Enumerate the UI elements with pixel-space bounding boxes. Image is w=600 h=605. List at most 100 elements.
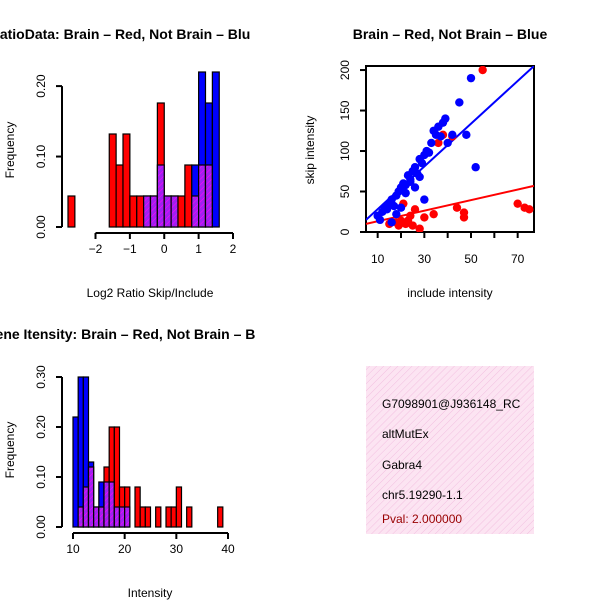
histogram-bar	[186, 506, 193, 528]
histogram-bar	[211, 71, 220, 228]
scatter-point-not-brain	[441, 114, 450, 123]
scatter-point-not-brain	[387, 218, 396, 227]
x-tick-label: 70	[511, 252, 525, 266]
scatter-point-brain	[406, 211, 415, 221]
scatter-point-not-brain	[443, 138, 452, 148]
histogram-overlap-bar	[77, 506, 84, 528]
histogram-overlap-bar	[143, 195, 152, 228]
y-tick-label: 50	[338, 185, 352, 199]
y-tick-label: 0.10	[34, 145, 48, 169]
scatter-point-not-brain	[410, 163, 420, 172]
y-tick-label: 150	[338, 100, 352, 120]
y-tick-label: 200	[338, 60, 352, 80]
scatter-points	[373, 66, 534, 232]
histogram-overlap-bar	[204, 164, 213, 228]
info-gene: Gabra4	[382, 458, 422, 472]
intensity-histogram-x-label: Intensity	[128, 586, 173, 600]
scatter-x-axis: 10 30 50 70	[371, 232, 525, 266]
y-tick-label: 0.10	[34, 465, 48, 489]
histogram-bar	[134, 486, 141, 528]
scatter-point-not-brain	[410, 183, 420, 192]
x-tick-label: 30	[418, 252, 432, 266]
scatter-point-not-brain	[392, 209, 401, 219]
y-tick-label: 0.00	[34, 215, 48, 239]
histogram-bar	[165, 506, 172, 528]
x-tick-label: 10	[66, 542, 80, 556]
info-event-type: altMutEx	[382, 427, 429, 441]
intensity-histogram-y-label: Frequency	[3, 422, 17, 479]
scatter-point-not-brain	[417, 158, 427, 168]
histogram-overlap-bar	[156, 164, 165, 228]
info-id: G7098901@J936148_RC	[382, 397, 521, 411]
histogram-overlap-bar	[163, 195, 172, 228]
scatter-title: Brain – Red, Not Brain – Blue	[353, 26, 548, 42]
histogram-bar	[136, 195, 145, 228]
scatter-point-not-brain	[389, 201, 399, 211]
ratio-histogram-x-axis: −2 −1 0 1 2	[89, 232, 237, 256]
y-tick-label: 0.20	[34, 415, 48, 439]
scatter-plot-box	[365, 65, 535, 233]
scatter-point-not-brain	[375, 215, 385, 225]
scatter-point-not-brain	[436, 132, 445, 141]
histogram-bar	[77, 376, 84, 528]
scatter-point-not-brain	[420, 195, 429, 204]
intensity-histogram: Gene Itensity: Brain – Red, Not Brain – …	[0, 326, 255, 600]
x-tick-label: −2	[89, 242, 103, 256]
ratio-histogram-bars	[67, 71, 220, 228]
histogram-overlap-bar	[170, 195, 179, 228]
histogram-bar	[67, 195, 76, 228]
scatter-point-not-brain	[406, 177, 415, 186]
ratio-histogram-title: RatioData: Brain – Red, Not Brain – Blu	[0, 26, 250, 42]
histogram-overlap-bar	[82, 486, 90, 528]
scatter-point-brain	[452, 203, 462, 212]
histogram-bar	[139, 506, 146, 528]
histogram-bar	[184, 164, 193, 228]
intensity-histogram-title: Gene Itensity: Brain – Red, Not Brain – …	[0, 326, 255, 342]
x-tick-label: 40	[221, 542, 235, 556]
x-tick-label: 30	[170, 542, 184, 556]
info-location: chr5.19290-1.1	[382, 488, 463, 502]
histogram-overlap-bar	[113, 506, 121, 528]
ratio-histogram-y-label: Frequency	[3, 122, 17, 179]
ratio-histogram-x-label: Log2 Ratio Skip/Include	[87, 286, 214, 300]
scatter-point-brain	[420, 213, 429, 222]
histogram-overlap-bar	[118, 506, 126, 528]
scatter-y-axis: 0 50 100 150 200	[338, 60, 366, 235]
scatter-point-not-brain	[424, 148, 434, 157]
histogram-bar	[108, 133, 117, 228]
scatter-point-not-brain	[471, 163, 480, 172]
x-tick-label: 0	[161, 242, 168, 256]
scatter-point-brain	[525, 205, 534, 214]
x-tick-label: −1	[123, 242, 137, 256]
y-tick-label: 100	[338, 141, 352, 161]
histogram-overlap-bar	[98, 506, 105, 528]
y-tick-label: 0.00	[34, 515, 48, 539]
histogram-overlap-bar	[87, 466, 95, 528]
histogram-overlap-bar	[191, 195, 200, 228]
scatter-x-label: include intensity	[407, 286, 492, 300]
histogram-overlap-bar	[93, 506, 100, 528]
histogram-bar	[217, 506, 224, 528]
scatter-point-brain	[478, 66, 487, 75]
histogram-bar	[72, 416, 79, 528]
info-panel: G7098901@J936148_RC altMutEx Gabra4 chr5…	[366, 366, 534, 534]
intensity-histogram-bars	[72, 376, 224, 528]
ratio-histogram-y-axis: 0.00 0.10 0.20	[34, 74, 63, 239]
intensity-histogram-x-axis: 10 20 30 40	[66, 532, 235, 556]
scatter-point-not-brain	[466, 73, 476, 83]
scatter-point-not-brain	[462, 130, 471, 140]
histogram-bar	[144, 506, 152, 528]
scatter-point-not-brain	[396, 203, 406, 212]
scatter-point-brain	[459, 213, 469, 222]
x-tick-label: 2	[230, 242, 237, 256]
histogram-overlap-bar	[149, 195, 158, 228]
scatter-point-not-brain	[415, 172, 424, 182]
intensity-scatter: Brain – Red, Not Brain – Blue 10 30 50 70 0…	[303, 26, 547, 300]
histogram-bar	[115, 164, 124, 228]
scatter-point-brain	[429, 209, 438, 219]
scatter-point-not-brain	[401, 188, 410, 198]
y-tick-label: 0	[338, 228, 352, 235]
scatter-point-brain	[410, 205, 420, 214]
x-tick-label: 1	[195, 242, 202, 256]
